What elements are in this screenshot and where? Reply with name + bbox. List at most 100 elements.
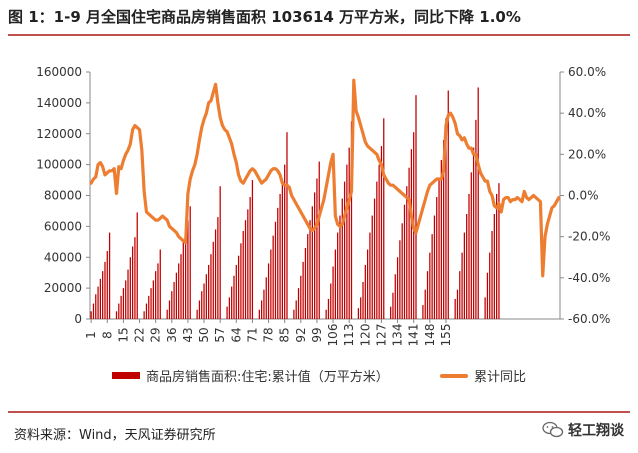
bar [184, 229, 187, 319]
bar [258, 309, 260, 319]
bar [115, 311, 118, 319]
bar [486, 272, 489, 319]
bar [463, 232, 466, 319]
bar [350, 121, 353, 320]
bar [189, 206, 191, 319]
bar [378, 164, 380, 319]
bar [159, 249, 161, 319]
bar [470, 172, 472, 319]
bar [348, 147, 350, 319]
bar [237, 255, 240, 319]
bar [390, 306, 392, 319]
bar [210, 254, 212, 319]
bar [396, 257, 399, 319]
bar [251, 180, 254, 319]
bar [198, 300, 201, 319]
bar [302, 261, 304, 319]
source-note: 资料来源：Wind，天风证券研究所 [14, 428, 216, 443]
bar [325, 309, 327, 319]
right-tick-label: 40.0% [568, 106, 606, 120]
bar [466, 214, 468, 319]
bar [307, 234, 309, 319]
page-title: 图 1：1-9 月全国住宅商品房销售面积 103614 万平方米，同比下降 1.… [8, 8, 521, 26]
bar [445, 118, 447, 319]
bar [424, 289, 426, 319]
bar [297, 288, 300, 319]
bar [373, 198, 376, 319]
bar [332, 266, 334, 319]
bar [212, 241, 214, 319]
chart: 0 20000 40000 60000 80000 100000 120000 140000 1… [36, 65, 610, 346]
x-tick-label: 113 [342, 324, 356, 347]
bar [208, 264, 210, 319]
x-tick-label: 78 [262, 327, 276, 342]
left-tick-label: 100000 [36, 158, 82, 172]
bar [472, 147, 475, 319]
bar [318, 161, 320, 319]
bar [122, 288, 125, 319]
x-tick-label: 22 [133, 327, 147, 342]
bar [187, 220, 189, 319]
tick-labels: 0 20000 40000 60000 80000 100000 120000 140000 1… [36, 65, 610, 346]
x-tick-label: 148 [423, 324, 437, 347]
bar [108, 232, 111, 319]
legend-item-line: 累计同比 [440, 366, 526, 385]
bar [415, 95, 417, 319]
bar [205, 274, 207, 319]
bar [371, 215, 373, 319]
bar [392, 292, 394, 319]
bar [148, 295, 150, 319]
bar [99, 278, 102, 319]
bar [226, 306, 228, 319]
left-tick-label: 120000 [36, 127, 82, 141]
bar [235, 264, 237, 319]
bar [175, 272, 178, 319]
bar [203, 283, 205, 319]
bar [330, 283, 332, 319]
wechat-icon [542, 421, 564, 438]
right-tick-label: -40.0% [568, 271, 610, 285]
bar [217, 217, 219, 319]
bar [131, 246, 134, 319]
x-tick-label: 15 [116, 327, 130, 342]
bar [343, 181, 346, 319]
bar [362, 281, 364, 319]
bar [357, 308, 360, 319]
line-swatch-icon [440, 373, 468, 378]
yoy-line [89, 78, 561, 278]
bar [196, 309, 198, 319]
bar [309, 220, 311, 319]
left-tick-label: 40000 [44, 250, 82, 264]
bar [242, 231, 244, 319]
bar-series [90, 87, 500, 320]
x-tick-label: 99 [310, 327, 324, 342]
bar-swatch-icon [112, 372, 140, 379]
bar [118, 303, 120, 319]
right-tick-label: 60.0% [568, 65, 606, 79]
left-tick-label: 160000 [36, 65, 82, 79]
bar [284, 164, 286, 319]
legend-bar-label: 商品房销售面积:住宅:累计值（万平方米） [146, 370, 389, 385]
bar [157, 263, 159, 319]
right-tick-label: 20.0% [568, 147, 606, 161]
x-tick-label: 43 [181, 327, 195, 342]
bar [304, 247, 307, 319]
bar [443, 139, 445, 319]
bar [152, 280, 154, 319]
bar [496, 193, 498, 319]
bar [394, 274, 396, 319]
bar [265, 277, 267, 319]
right-tick-label: -60.0% [568, 312, 610, 326]
bar [493, 214, 495, 319]
bar [240, 243, 242, 319]
brand: 轻工翔谈 [542, 420, 624, 440]
x-tick-label: 106 [326, 324, 340, 347]
x-tick-label: 127 [374, 324, 388, 347]
bar [270, 249, 272, 319]
bar [267, 263, 270, 319]
bar [272, 235, 274, 319]
bar [406, 186, 408, 319]
bar [104, 261, 106, 319]
bar [92, 303, 95, 319]
x-tick-label: 155 [439, 324, 453, 347]
